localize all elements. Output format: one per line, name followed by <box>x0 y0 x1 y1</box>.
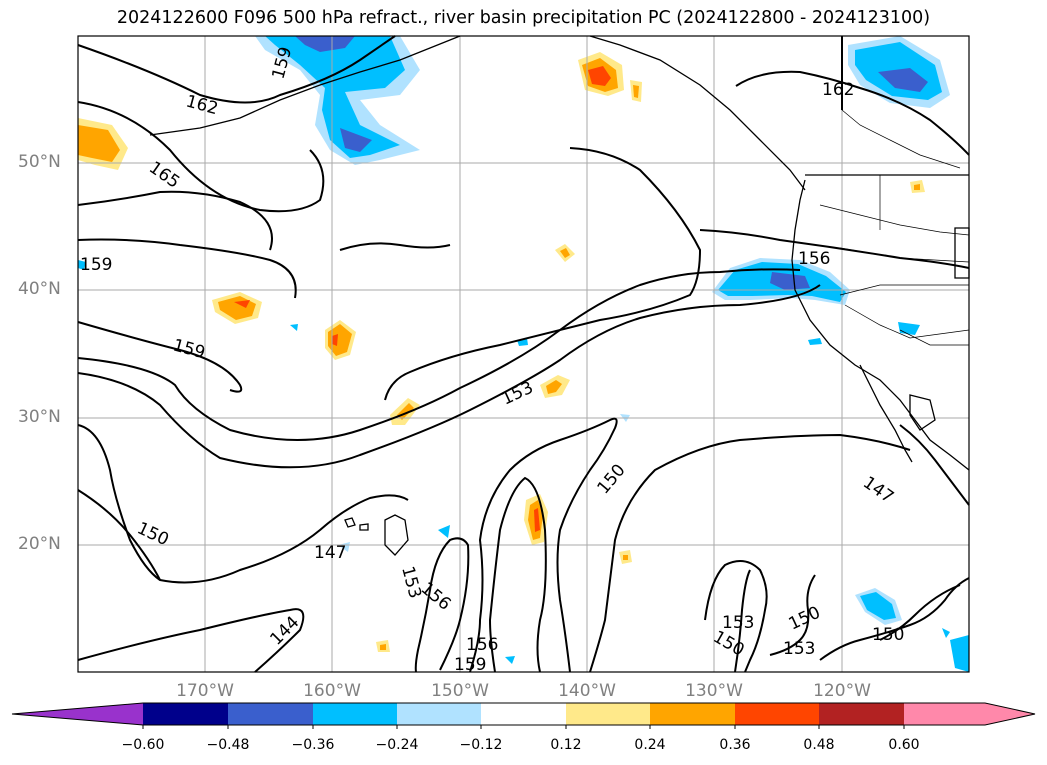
contour-label: 156 <box>466 635 498 655</box>
map-title: 2024122600 F096 500 hPa refract., river … <box>116 8 931 28</box>
map-frame <box>77 35 970 673</box>
lon-label-150w: 150°W <box>431 681 489 701</box>
colorbar-tick-label: −0.24 <box>375 737 419 753</box>
contour-label: 153 <box>722 613 754 633</box>
contour-label: 153 <box>783 639 815 659</box>
colorbar-tick-label: −0.48 <box>206 737 250 753</box>
contour-label: 159 <box>454 655 486 675</box>
colorbar-tick-label: 0.36 <box>719 737 751 753</box>
lat-label-20n: 20°N <box>18 534 61 554</box>
colorbar <box>11 702 1036 729</box>
precipitation-shading <box>78 36 969 672</box>
lat-label-30n: 30°N <box>18 407 61 427</box>
colorbar-tick-label: 0.60 <box>888 737 920 753</box>
refractivity-contours <box>77 35 970 673</box>
contour-label: 147 <box>314 543 346 563</box>
colorbar-tick-label: −0.36 <box>291 737 335 753</box>
colorbar-tick-label: −0.60 <box>121 737 165 753</box>
contour-label: 162 <box>822 80 854 100</box>
lon-label-160w: 160°W <box>303 681 361 701</box>
lon-label-130w: 130°W <box>685 681 743 701</box>
colorbar-tick-label: −0.12 <box>459 737 503 753</box>
contour-label: 150 <box>872 625 904 645</box>
lat-label-50n: 50°N <box>18 152 61 172</box>
lon-label-120w: 120°W <box>813 681 871 701</box>
lat-label-40n: 40°N <box>18 279 61 299</box>
lon-label-140w: 140°W <box>558 681 616 701</box>
colorbar-tick-label: 0.12 <box>550 737 582 753</box>
colorbar-tick-label: 0.48 <box>803 737 835 753</box>
contour-label: 159 <box>80 255 112 275</box>
lon-label-170w: 170°W <box>176 681 234 701</box>
colorbar-tick-label: 0.24 <box>634 737 666 753</box>
contour-label: 156 <box>798 249 830 269</box>
